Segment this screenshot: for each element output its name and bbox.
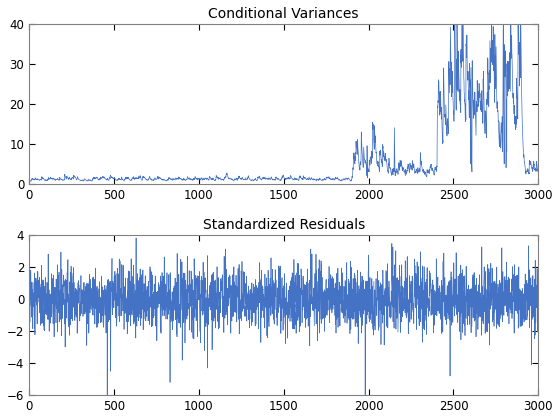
Title: Standardized Residuals: Standardized Residuals bbox=[203, 218, 365, 232]
Title: Conditional Variances: Conditional Variances bbox=[208, 7, 359, 21]
